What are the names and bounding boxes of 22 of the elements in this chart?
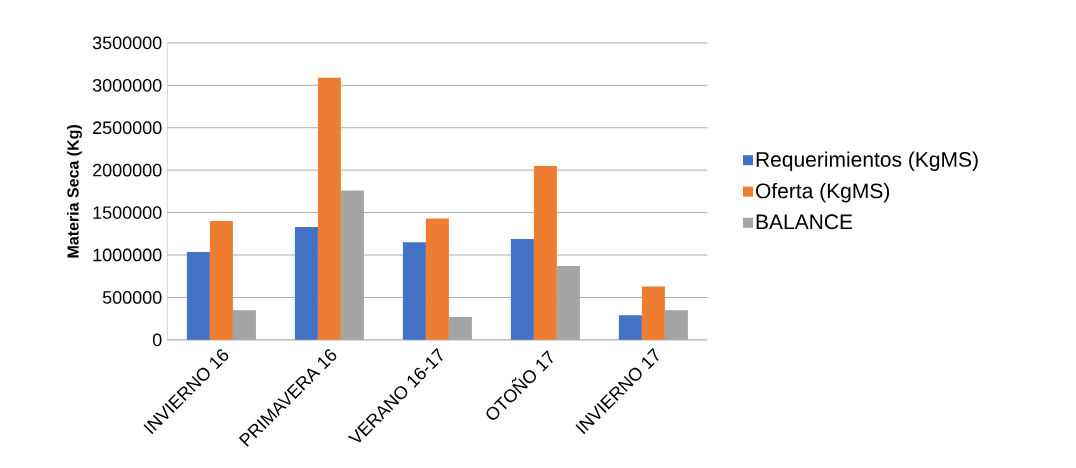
bar [425,218,449,340]
legend-label: BALANCE [756,214,853,230]
bar [186,252,210,340]
bar [533,165,557,340]
y-axis-title: Materia Seca (Kg) [66,125,82,258]
bar [317,77,341,340]
y-tick-label: 0 [152,333,162,347]
bar [209,221,233,340]
legend-label: Oferta (KgMS) [755,182,890,203]
bar [618,315,642,340]
y-tick-label: 1000000 [93,248,162,262]
bar [510,238,534,340]
y-tick-label: 2500000 [93,121,162,135]
legend-label: Requerimientos (KgMS) [756,151,978,172]
y-tick-label: 3500000 [92,36,162,50]
bar [641,286,665,340]
y-tick-label: 3000000 [92,78,162,92]
y-tick-label: 2000000 [93,163,162,177]
bar [402,242,426,340]
bar [294,227,318,340]
y-tick-label: 1500000 [93,206,162,219]
y-tick-label: 500000 [102,291,162,304]
